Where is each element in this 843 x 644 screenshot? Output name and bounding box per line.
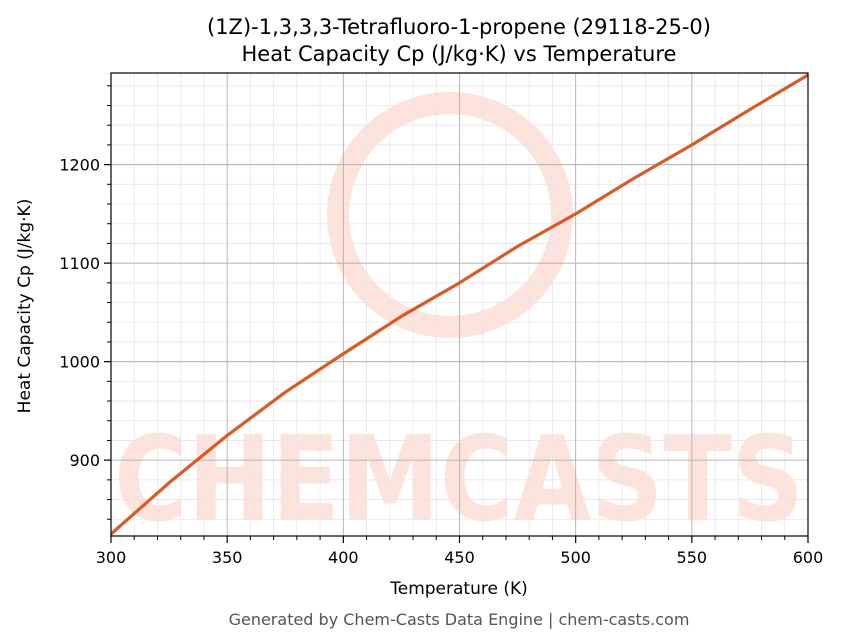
chart-title: (1Z)-1,3,3,3-Tetrafluoro-1-propene (2911… — [207, 15, 711, 39]
y-tick-label: 1100 — [59, 254, 100, 273]
y-tick-labels: 900 1000 1100 1200 — [59, 156, 100, 471]
y-axis-label: Heat Capacity Cp (J/kg·K) — [15, 199, 35, 414]
x-tick-label: 400 — [328, 548, 359, 567]
watermark-text: CHEMCASTS — [114, 410, 804, 548]
x-axis-label: Temperature (K) — [389, 579, 528, 599]
x-tick-labels: 300 350 400 450 500 550 600 — [96, 548, 824, 567]
x-tick-label: 500 — [560, 548, 591, 567]
y-tick-label: 900 — [69, 451, 100, 470]
watermark-logo: CHEMCASTS — [114, 92, 804, 548]
x-tick-label: 300 — [96, 548, 127, 567]
watermark-swirl — [327, 92, 573, 338]
x-tick-label: 600 — [793, 548, 824, 567]
footer-credit: Generated by Chem-Casts Data Engine | ch… — [229, 610, 690, 629]
x-tick-label: 450 — [444, 548, 475, 567]
series-line-0 — [111, 73, 808, 536]
x-tick-label: 350 — [212, 548, 243, 567]
axis-ticks — [104, 85, 809, 543]
x-tick-label: 550 — [677, 548, 708, 567]
chart-subtitle: Heat Capacity Cp (J/kg·K) vs Temperature — [242, 42, 677, 66]
y-tick-label: 1200 — [59, 156, 100, 175]
y-tick-label: 1000 — [59, 353, 100, 372]
series-layer — [111, 73, 808, 536]
